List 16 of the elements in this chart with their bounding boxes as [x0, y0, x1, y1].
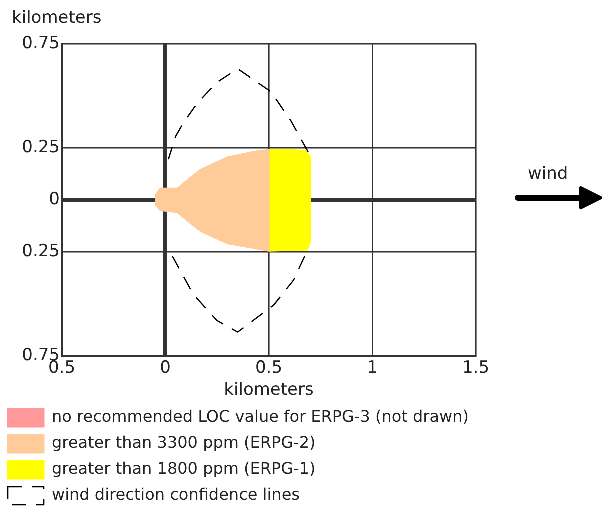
- line-series: [168, 68, 309, 160]
- y-tick-label: 0.75: [22, 33, 60, 54]
- legend-label: wind direction confidence lines: [52, 485, 300, 504]
- x-tick-label: 1: [367, 358, 378, 378]
- x-tick-label: 0: [160, 358, 171, 378]
- x-axis-title: kilometers: [224, 380, 314, 400]
- text: wind: [528, 164, 568, 184]
- y-tick-label: 0.25: [22, 137, 60, 158]
- legend-label: greater than 1800 ppm (ERPG-1): [52, 459, 316, 478]
- x-tick-label: 0.5: [255, 358, 283, 378]
- y-tick-label: 0: [49, 190, 60, 210]
- legend-label: no recommended LOC value for ERPG-3 (not drawn): [52, 407, 469, 426]
- y-tick-label: 0.25: [22, 242, 60, 262]
- y-axis-title: kilometers: [12, 8, 102, 28]
- legend-label: greater than 3300 ppm (ERPG-2): [52, 433, 316, 452]
- x-tick-label: 1.5: [462, 358, 490, 378]
